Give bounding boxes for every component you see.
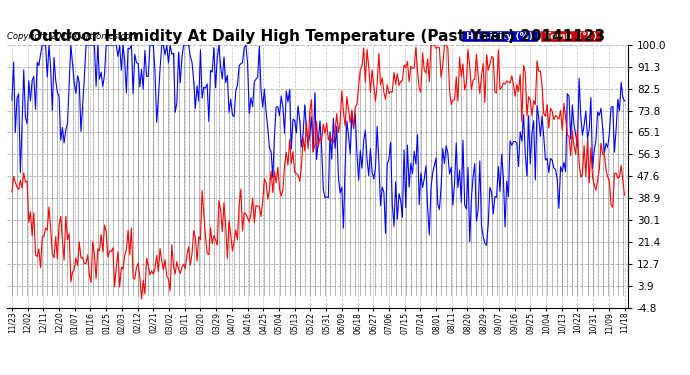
Text: Copyright 2014 Cartronics.com: Copyright 2014 Cartronics.com [7, 32, 138, 41]
Text: Temp  (°F): Temp (°F) [542, 32, 600, 41]
Text: Humidity (%): Humidity (%) [464, 32, 536, 41]
Title: Outdoor Humidity At Daily High Temperature (Past Year) 20141123: Outdoor Humidity At Daily High Temperatu… [30, 29, 605, 44]
